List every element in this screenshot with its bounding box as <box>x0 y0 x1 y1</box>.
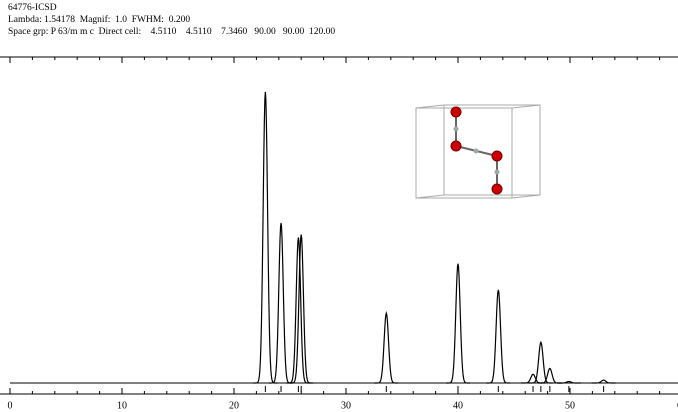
x-tick-label: 30 <box>341 400 351 411</box>
peak <box>538 368 562 383</box>
peak <box>253 92 277 383</box>
structure-inset <box>416 105 540 198</box>
x-tick-label: 10 <box>117 400 127 411</box>
peak <box>374 313 398 383</box>
peak <box>529 342 553 383</box>
peak <box>486 290 510 383</box>
peak <box>446 264 470 383</box>
chart-title: 64776-ICSD <box>8 3 57 13</box>
peak <box>521 374 545 383</box>
chart: 64776-ICSD Lambda: 1.54178 Magnif: 1.0 F… <box>0 0 678 412</box>
x-tick-label: 50 <box>565 400 575 411</box>
annotation: Space grp: P 63/m m c Direct cell: 4.511… <box>8 27 335 37</box>
x-tick-label: 0 <box>8 400 13 411</box>
annotation: Lambda: 1.54178 Magnif: 1.0 FWHM: 0.200 <box>8 14 190 25</box>
x-tick-label: 40 <box>453 400 463 411</box>
peak <box>269 223 293 383</box>
x-tick-label: 20 <box>229 400 239 411</box>
